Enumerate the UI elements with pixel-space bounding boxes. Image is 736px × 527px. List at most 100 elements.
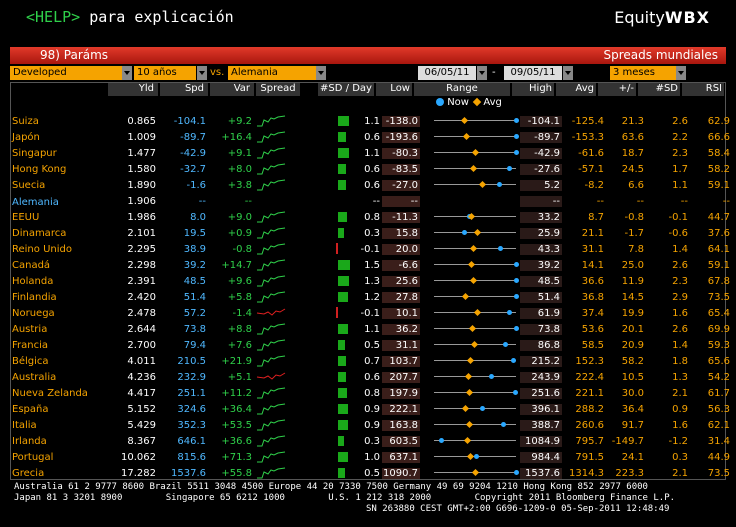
plus-minus-value: 20.1 xyxy=(621,324,644,335)
col-sd[interactable]: #SD xyxy=(638,83,680,96)
sd-day-bar xyxy=(338,228,344,238)
table-row[interactable]: Portugal 10.062 815.6 +71.3 1.0 637.1 984.4 791… xyxy=(10,449,730,465)
country-name[interactable]: España xyxy=(12,404,49,415)
tenor-dropdown-icon[interactable] xyxy=(197,66,207,80)
table-row[interactable]: EEUU 1.986 8.0 +9.0 0.8 -11.3 33.2 8.7 -0.8 -0.1 4… xyxy=(10,209,730,225)
params-button[interactable]: 98) Paráms xyxy=(40,48,109,62)
period-dropdown-icon[interactable] xyxy=(676,66,686,80)
table-row[interactable]: Hong Kong 1.580 -32.7 +8.0 0.6 -83.5 -27.6 -57.… xyxy=(10,161,730,177)
table-row[interactable]: Grecia 17.282 1537.6 +55.8 0.5 1090.7 1537.6 13… xyxy=(10,465,730,481)
tenor-select[interactable]: 10 años xyxy=(134,66,196,80)
table-row[interactable]: Japón 1.009 -89.7 +16.4 0.6 -193.6 -89.7 -153.3… xyxy=(10,129,730,145)
footer-line-1: Australia 61 2 9777 8600 Brazil 5511 304… xyxy=(14,482,648,492)
country-name[interactable]: Portugal xyxy=(12,452,54,463)
spread-value: -104.1 xyxy=(173,116,206,127)
col-spread[interactable]: Spread xyxy=(256,83,300,96)
country-name[interactable]: Finlandia xyxy=(12,292,57,303)
sd-day-bar xyxy=(338,260,350,270)
table-row[interactable]: Alemania 1.906 -- -- -- -- -- -- -- -- -- xyxy=(10,193,730,209)
sd-value: 0.9 xyxy=(672,404,688,415)
avg-value: -57.1 xyxy=(578,164,604,175)
avg-value: 36.6 xyxy=(581,276,604,287)
country-name[interactable]: Japón xyxy=(12,132,40,143)
col-yld[interactable]: Yld xyxy=(108,83,158,96)
rsi-value: 44.7 xyxy=(707,212,730,223)
col-low[interactable]: Low xyxy=(376,83,412,96)
country-name[interactable]: Australia xyxy=(12,372,57,383)
rsi-value: 56.3 xyxy=(707,404,730,415)
table-row[interactable]: Finlandia 2.420 51.4 +5.8 1.2 27.8 51.4 36.8 14.… xyxy=(10,289,730,305)
screen-title: Spreads mundiales xyxy=(603,48,719,62)
col-plus-minus[interactable]: +/- xyxy=(598,83,636,96)
table-row[interactable]: Australia 4.236 232.9 +5.1 0.6 207.7 243.9 222.… xyxy=(10,369,730,385)
table-row[interactable]: Holanda 2.391 48.5 +9.6 1.3 25.6 48.5 36.6 11.9 2… xyxy=(10,273,730,289)
col-spd[interactable]: Spd xyxy=(160,83,208,96)
table-row[interactable]: Canadá 2.298 39.2 +14.7 1.5 -6.6 39.2 14.1 25.0 2… xyxy=(10,257,730,273)
help-hint[interactable]: <HELP> para explicación xyxy=(26,8,234,26)
country-name[interactable]: Grecia xyxy=(12,468,45,479)
table-row[interactable]: Singapur 1.477 -42.9 +9.1 1.1 -80.3 -42.9 -61.6… xyxy=(10,145,730,161)
col-avg[interactable]: Avg xyxy=(556,83,596,96)
table-row[interactable]: Noruega 2.478 57.2 -1.4 -0.1 10.1 61.9 37.4 19.9… xyxy=(10,305,730,321)
period-select[interactable]: 3 meses xyxy=(610,66,676,80)
avg-value: 14.1 xyxy=(581,260,604,271)
country-name[interactable]: Noruega xyxy=(12,308,55,319)
country-name[interactable]: Canadá xyxy=(12,260,51,271)
country-name[interactable]: Reino Unido xyxy=(12,244,72,255)
country-name[interactable]: Hong Kong xyxy=(12,164,67,175)
col-var[interactable]: Var xyxy=(210,83,254,96)
col-sd-day[interactable]: #SD / Day xyxy=(318,83,374,96)
table-row[interactable]: Bélgica 4.011 210.5 +21.9 0.7 103.7 215.2 152.3… xyxy=(10,353,730,369)
sd-day-value: 1.0 xyxy=(364,452,380,463)
country-name[interactable]: Suiza xyxy=(12,116,39,127)
table-row[interactable]: Suecia 1.890 -1.6 +3.8 0.6 -27.0 5.2 -8.2 6.6 1.1… xyxy=(10,177,730,193)
table-row[interactable]: Irlanda 8.367 646.1 +36.6 0.3 603.5 1084.9 795.… xyxy=(10,433,730,449)
country-name[interactable]: Bélgica xyxy=(12,356,49,367)
country-name[interactable]: Austria xyxy=(12,324,48,335)
spread-value: 815.6 xyxy=(177,452,206,463)
table-row[interactable]: Austria 2.644 73.8 +8.8 1.1 36.2 73.8 53.6 20.1 2… xyxy=(10,321,730,337)
country-name[interactable]: Holanda xyxy=(12,276,54,287)
country-name[interactable]: Alemania xyxy=(12,197,59,208)
table-row[interactable]: Francia 2.700 79.4 +7.6 0.5 31.1 86.8 58.5 20.9 1… xyxy=(10,337,730,353)
rsi-value: 66.6 xyxy=(707,132,730,143)
country-name[interactable]: EEUU xyxy=(12,212,40,223)
sd-day-value: 0.6 xyxy=(364,132,380,143)
sd-day-value: -0.1 xyxy=(360,244,380,255)
group-dropdown-icon[interactable] xyxy=(122,66,132,80)
table-row[interactable]: Dinamarca 2.101 19.5 +0.9 0.3 15.8 25.9 21.1 -1.… xyxy=(10,225,730,241)
date-to-calendar-icon[interactable] xyxy=(563,66,573,80)
help-key[interactable]: <HELP> xyxy=(26,8,81,26)
col-range[interactable]: Range xyxy=(414,83,510,96)
sd-day-bar xyxy=(338,276,349,286)
country-name[interactable]: Francia xyxy=(12,340,49,351)
table-row[interactable]: España 5.152 324.6 +36.4 0.9 222.1 396.1 288.2 3… xyxy=(10,401,730,417)
high-value: -42.9 xyxy=(520,148,562,159)
plus-minus-value: 63.6 xyxy=(621,132,644,143)
sd-day-value: 1.1 xyxy=(364,148,380,159)
table-row[interactable]: Reino Unido 2.295 38.9 -0.8 -0.1 20.0 43.3 31.1… xyxy=(10,241,730,257)
date-to-field[interactable]: 09/05/11 xyxy=(504,66,562,80)
country-name[interactable]: Irlanda xyxy=(12,436,47,447)
date-from-calendar-icon[interactable] xyxy=(477,66,487,80)
country-name[interactable]: Nueva Zelanda xyxy=(12,388,88,399)
country-name[interactable]: Suecia xyxy=(12,180,46,191)
table-row[interactable]: Suiza 0.865 -104.1 +9.2 1.1 -138.0 -104.1 -125.… xyxy=(10,113,730,129)
group-select[interactable]: Developed xyxy=(10,66,122,80)
benchmark-dropdown-icon[interactable] xyxy=(316,66,326,80)
country-name[interactable]: Dinamarca xyxy=(12,228,67,239)
sd-day-bar xyxy=(338,116,349,126)
table-row[interactable]: Italia 5.429 352.3 +53.5 0.9 163.8 388.7 260.6 9… xyxy=(10,417,730,433)
benchmark-select[interactable]: Alemania xyxy=(228,66,316,80)
sd-day-bar xyxy=(338,132,346,142)
sd-value: 1.4 xyxy=(672,244,688,255)
range-track xyxy=(434,424,516,425)
date-from-field[interactable]: 06/05/11 xyxy=(418,66,476,80)
table-row[interactable]: Nueva Zelanda 4.417 251.1 +11.2 0.8 197.9 251.… xyxy=(10,385,730,401)
range-now-marker xyxy=(462,230,468,235)
sd-value: 1.3 xyxy=(672,372,688,383)
col-rsi[interactable]: RSI xyxy=(682,83,724,96)
country-name[interactable]: Singapur xyxy=(12,148,57,159)
country-name[interactable]: Italia xyxy=(12,420,37,431)
col-high[interactable]: High xyxy=(512,83,554,96)
